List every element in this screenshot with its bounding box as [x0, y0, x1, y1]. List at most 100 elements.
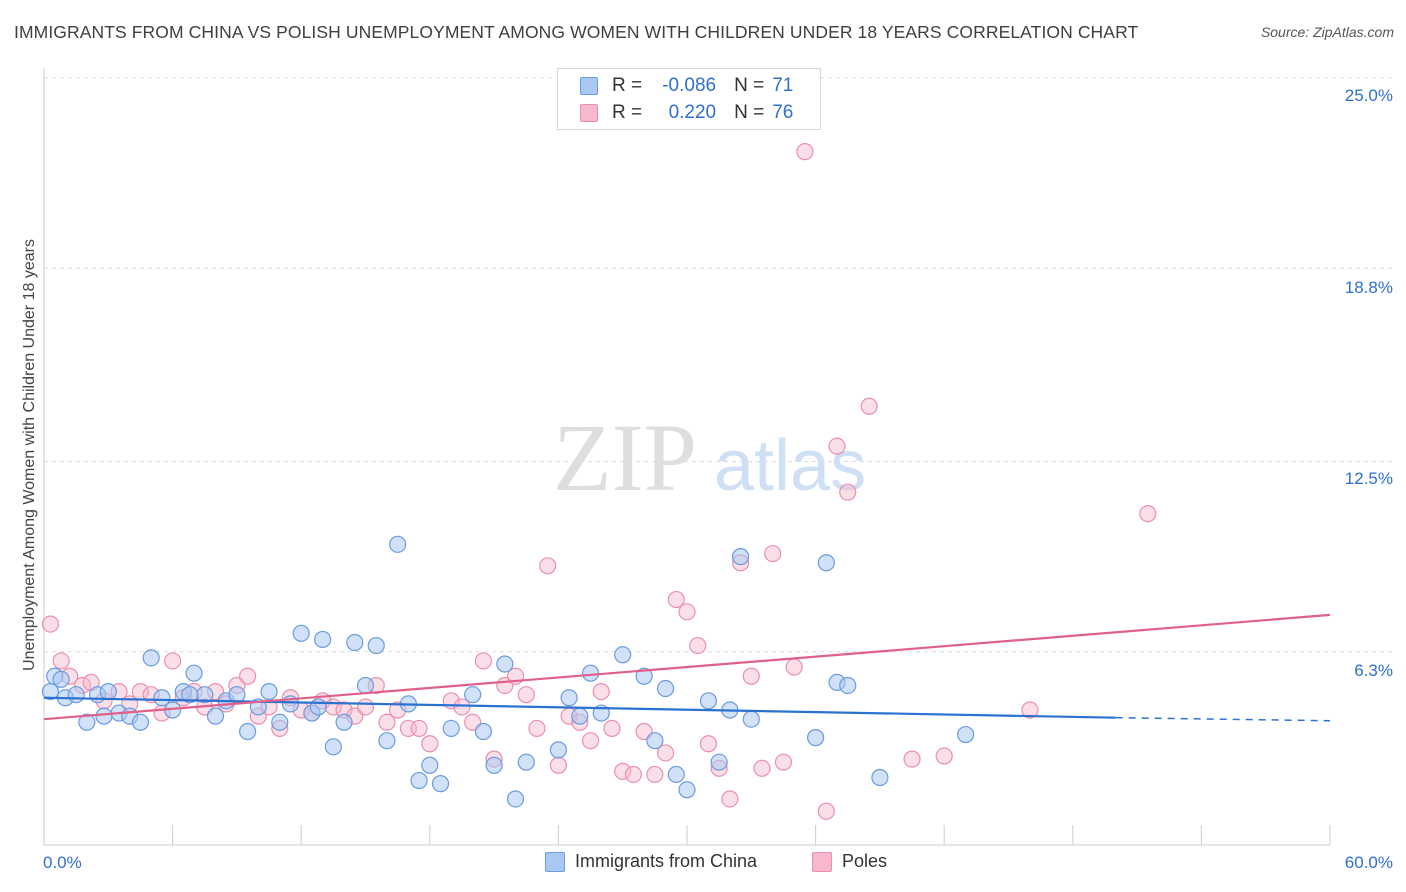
data-point-china	[731, 548, 750, 566]
data-point-poles	[742, 667, 760, 685]
data-point-china	[710, 753, 728, 771]
data-point-china	[378, 732, 396, 750]
chart-title: IMMIGRANTS FROM CHINA VS POLISH UNEMPLOY…	[14, 22, 1139, 42]
data-point-poles	[667, 590, 685, 609]
y-tick-label: 6.3%	[1354, 661, 1393, 680]
data-point-poles	[581, 732, 600, 750]
data-point-china	[806, 729, 825, 747]
grid-lines	[44, 77, 1392, 653]
data-point-poles	[1139, 505, 1157, 523]
data-point-china	[699, 692, 718, 710]
n-value: 71	[772, 75, 794, 96]
data-point-china	[367, 636, 385, 655]
data-point-china	[474, 722, 492, 741]
data-point-china	[614, 646, 632, 664]
series-legend: Immigrants from China Poles	[0, 851, 1406, 877]
data-point-poles	[796, 143, 814, 161]
x-tick-label-max: 60.0%	[1344, 853, 1393, 872]
data-point-china	[346, 633, 364, 652]
data-point-poles	[549, 756, 568, 774]
data-point-china	[442, 719, 460, 738]
data-point-poles	[1021, 701, 1039, 719]
data-point-china	[314, 630, 332, 649]
n-value: 76	[772, 102, 794, 123]
legend-label-china: Immigrants from China	[575, 851, 758, 871]
n-label: N =	[734, 102, 765, 123]
data-point-poles	[774, 753, 793, 771]
data-point-china	[335, 713, 353, 731]
data-point-china	[271, 713, 289, 731]
data-point-china	[239, 722, 257, 741]
data-point-poles	[614, 762, 632, 780]
data-point-poles	[828, 437, 846, 455]
data-point-poles	[164, 652, 182, 670]
data-point-poles	[539, 557, 557, 575]
data-point-poles	[624, 765, 643, 784]
y-tick-label: 18.8%	[1344, 278, 1393, 297]
legend-swatch-china	[545, 851, 565, 872]
x-tick-label-min: 0.0%	[43, 853, 82, 872]
legend-swatch-china	[580, 77, 598, 95]
y-tick-label: 12.5%	[1344, 469, 1393, 488]
data-point-china	[389, 535, 407, 553]
axes	[43, 68, 1331, 846]
data-point-poles	[603, 719, 621, 738]
data-point-poles	[52, 652, 70, 670]
legend-row-poles: R = 0.220 N = 76	[580, 100, 793, 126]
data-point-poles	[839, 483, 857, 501]
data-point-china	[635, 667, 653, 685]
data-point-china	[656, 679, 675, 698]
data-point-china	[309, 698, 327, 716]
data-point-poles	[753, 759, 771, 777]
data-point-china	[410, 771, 428, 790]
data-point-poles	[453, 698, 471, 716]
data-point-poles	[678, 603, 696, 621]
trend-lines	[43, 613, 1331, 722]
data-point-china	[131, 713, 150, 731]
data-point-china	[324, 738, 342, 756]
y-tick-label: 25.0%	[1344, 86, 1393, 105]
data-point-china	[181, 686, 199, 704]
data-point-china	[817, 554, 835, 572]
data-point-china	[496, 655, 514, 673]
watermark: ZIP atlas	[553, 404, 866, 511]
data-point-poles	[528, 719, 546, 738]
data-point-poles	[410, 719, 428, 738]
watermark-zip: ZIP	[553, 404, 697, 511]
r-value: -0.086	[662, 75, 717, 96]
data-point-china	[78, 713, 96, 731]
data-point-poles	[699, 735, 718, 753]
data-point-china	[464, 686, 482, 704]
data-point-china	[431, 775, 450, 793]
r-label: R =	[612, 75, 643, 96]
source-credit: Source: ZipAtlas.com	[1260, 24, 1394, 40]
data-point-china	[142, 649, 160, 667]
data-point-poles	[378, 713, 396, 731]
trend-line-china	[43, 696, 1116, 719]
data-point-china	[506, 790, 525, 808]
data-point-china	[667, 765, 685, 784]
legend-swatch-poles	[580, 104, 598, 122]
data-point-china	[206, 707, 225, 725]
legend-item-china: Immigrants from China	[545, 851, 757, 872]
data-point-china	[646, 732, 664, 750]
data-point-poles	[764, 544, 782, 563]
correlation-legend: R = -0.086 N = 71 R = 0.220 N = 76	[557, 68, 821, 130]
data-point-poles	[817, 802, 835, 820]
trend-line-china-extension	[1115, 716, 1331, 722]
data-point-poles	[239, 667, 257, 685]
n-label: N =	[734, 75, 765, 96]
data-point-poles	[517, 686, 535, 704]
data-point-poles	[903, 750, 921, 768]
data-point-china	[839, 676, 857, 695]
data-point-china	[153, 689, 171, 707]
r-value: 0.220	[668, 102, 717, 123]
trend-line-poles	[43, 613, 1331, 721]
series-immigrants-from-china	[41, 535, 975, 808]
data-point-china	[421, 756, 439, 774]
data-point-china	[678, 781, 696, 799]
data-point-china	[67, 686, 85, 704]
data-point-poles	[41, 615, 60, 633]
data-point-china	[957, 725, 975, 744]
legend-label-poles: Poles	[842, 851, 888, 871]
